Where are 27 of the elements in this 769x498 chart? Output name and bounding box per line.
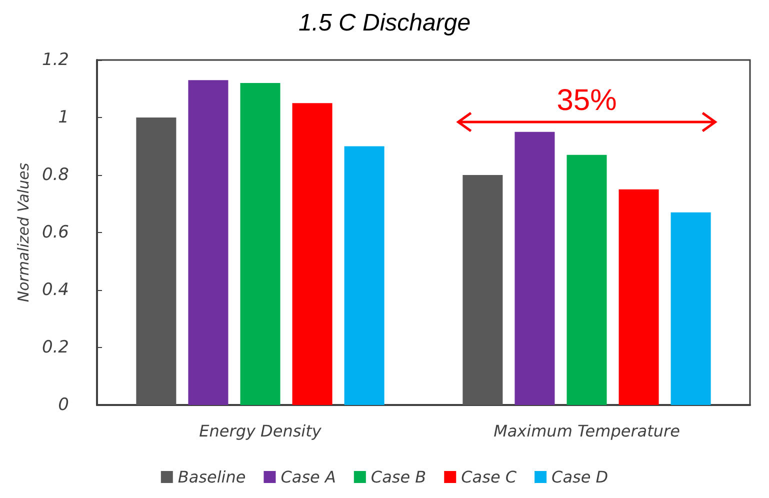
legend-label: Case B bbox=[370, 468, 426, 486]
bar bbox=[670, 212, 711, 405]
bar bbox=[188, 80, 228, 405]
y-tick-label: 1 bbox=[58, 108, 69, 128]
y-tick-label: 0.6 bbox=[42, 222, 70, 242]
y-tick-label: 1.2 bbox=[42, 50, 69, 70]
y-tick-label: 0 bbox=[58, 395, 69, 415]
legend-label: Case D bbox=[552, 468, 608, 486]
bar bbox=[618, 189, 659, 405]
bar bbox=[292, 103, 332, 405]
legend-label: Case A bbox=[280, 468, 336, 486]
y-tick-label: 0.2 bbox=[42, 338, 69, 358]
legend-label: Case C bbox=[461, 468, 518, 486]
y-tick-label: 0.4 bbox=[42, 280, 69, 300]
bar bbox=[462, 175, 503, 405]
x-tick-label: Maximum Temperature bbox=[494, 422, 680, 440]
bar bbox=[344, 146, 384, 405]
bar bbox=[514, 132, 555, 405]
bar bbox=[136, 118, 176, 405]
legend-label: Baseline bbox=[178, 468, 246, 486]
bar bbox=[240, 83, 280, 405]
y-axis-title: Normalized Values bbox=[14, 162, 33, 302]
bar bbox=[566, 154, 607, 405]
x-tick-label: Energy Density bbox=[199, 422, 322, 440]
y-tick-label: 0.8 bbox=[42, 165, 70, 185]
chart-title: 1.5 C Discharge bbox=[298, 10, 471, 36]
annotation: 35% bbox=[556, 84, 617, 117]
